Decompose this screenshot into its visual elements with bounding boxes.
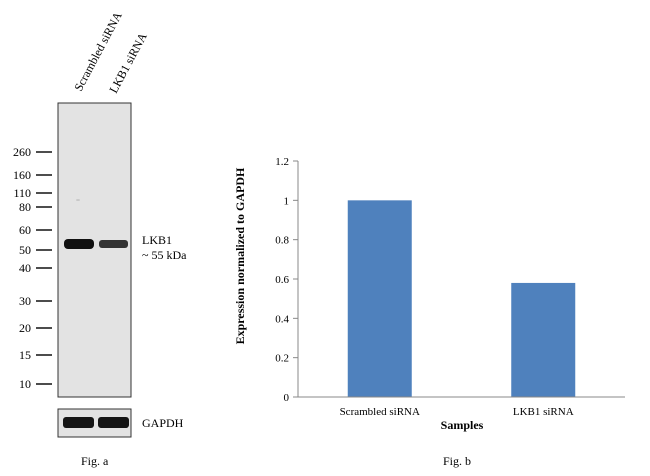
ladder-label: 30 [19,294,31,308]
x-tick-label: LKB1 siRNA [513,406,574,418]
ladder-label: 20 [19,321,31,335]
y-axis: 0 0.2 0.4 0.6 0.8 1 1.2 [275,156,299,404]
y-axis-title: Expression normalized to GAPDH [233,167,247,344]
ladder-label: 60 [19,223,31,237]
x-tick-label: Scrambled siRNA [340,406,420,418]
ladder-label: 40 [19,261,31,275]
caption-fig-a: Fig. a [81,454,109,468]
ladder-label: 260 [13,145,31,159]
band-lkb1-knockdown [99,240,128,248]
y-tick-label: 0.6 [275,274,289,286]
ladder-label: 50 [19,243,31,257]
target-size: ~ 55 kDa [142,248,187,262]
band-gapdh-knockdown [98,417,129,428]
band-lkb1-scrambled [64,239,94,249]
ladder-label: 10 [19,377,31,391]
y-tick-label: 0.2 [275,353,289,365]
y-tick-label: 0 [284,392,290,404]
bar-scrambled-sirna [347,200,412,397]
ladder-label: 15 [19,348,31,362]
loading-control-label: GAPDH [142,416,184,430]
y-tick-label: 0.4 [275,313,289,325]
y-tick-label: 1.2 [275,156,289,168]
blot-membrane [57,102,132,398]
ladder-label: 80 [19,200,31,214]
bar-chart: Expression normalized to GAPDH 0 0.2 0.4 0.… [233,156,625,468]
ladder-label: 110 [13,186,31,200]
x-axis-title: Samples [441,418,484,432]
caption-fig-b: Fig. b [443,454,471,468]
bars [347,200,576,397]
bar-lkb1-sirna [511,282,576,397]
x-axis: Scrambled siRNA LKB1 siRNA [298,396,625,418]
y-tick-label: 1 [284,195,290,207]
ladder-label: 160 [13,168,31,182]
western-blot: Scrambled siRNA LKB1 siRNA 2601601108060… [13,9,187,468]
band-gapdh-scrambled [63,417,94,428]
y-tick-label: 0.8 [275,235,289,247]
target-label: LKB1 [142,233,172,247]
blot-speck [76,199,80,201]
lane-label-lkb1: LKB1 siRNA [106,30,150,95]
